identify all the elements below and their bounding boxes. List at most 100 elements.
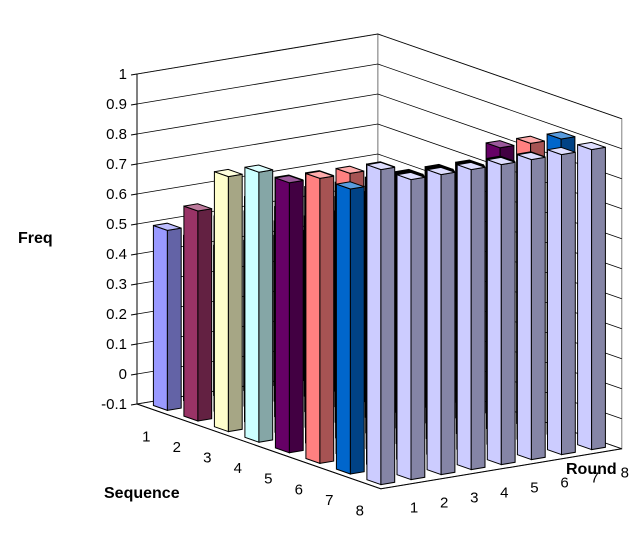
z-tick-label: 5	[530, 479, 538, 496]
gridline	[136, 63, 622, 150]
bar-front-face	[305, 172, 321, 465]
y-tick-label: 0.9	[106, 96, 127, 113]
x-tick-label: 5	[264, 471, 272, 488]
x-tick-label: 1	[142, 428, 150, 445]
z-tick-label: 3	[470, 489, 478, 506]
bar-top-face	[487, 156, 516, 166]
bar-top-face	[335, 165, 364, 174]
bars	[152, 131, 606, 486]
bar-front-face	[456, 163, 472, 471]
bar-side-face	[591, 146, 606, 451]
bar-front-face	[274, 177, 290, 454]
y-tick-mark	[130, 163, 138, 166]
x-axis-title: Sequence	[104, 485, 180, 502]
bar-top-face	[183, 203, 212, 212]
y-tick-mark	[130, 73, 138, 76]
bar-front-face	[516, 153, 532, 461]
y-tick-mark	[130, 283, 138, 286]
bar-top-face	[516, 135, 545, 144]
bar-seq8-round7	[547, 146, 576, 456]
bar-side-face	[258, 169, 274, 443]
bar-side-face	[470, 166, 486, 471]
x-tick-label: 8	[356, 503, 364, 520]
bar-seq5-round1	[274, 175, 304, 454]
z-axis-title: Round	[566, 461, 617, 478]
bar-top-face	[214, 168, 243, 178]
y-tick-label: 0.4	[106, 246, 127, 263]
y-tick-label: -0.1	[101, 396, 127, 413]
bar-front-face	[244, 166, 260, 443]
y-tick-mark	[130, 313, 138, 316]
bar-top-face	[577, 141, 606, 151]
bar-seq8-round5	[486, 156, 516, 466]
z-tick-label: 4	[500, 484, 508, 501]
bar-top-face	[366, 161, 395, 171]
gridline	[136, 33, 622, 120]
bar-side-face	[500, 161, 516, 466]
bar-front-face	[426, 168, 442, 476]
z-tick-label: 2	[440, 494, 448, 511]
y-tick-label: 0.2	[106, 306, 127, 323]
y-tick-label: 0.7	[106, 156, 127, 173]
bar-top-face	[396, 171, 425, 181]
x-tick-label: 6	[295, 481, 303, 498]
y-tick-label: 0.6	[106, 186, 127, 203]
bar-seq1-round1	[152, 222, 182, 412]
bar-side-face	[319, 175, 335, 464]
bar-top-face	[336, 181, 365, 190]
x-tick-label: 4	[234, 460, 242, 477]
bar-front-face	[396, 173, 412, 481]
bar-top-face	[153, 222, 182, 231]
x-tick-label: 7	[325, 492, 333, 509]
y-tick-mark	[130, 103, 138, 106]
bar-side-face	[440, 171, 456, 476]
y-tick-mark	[130, 193, 138, 196]
bar-top-face	[485, 140, 515, 149]
z-tick-label: 7	[590, 469, 598, 486]
bar-top-face	[244, 164, 273, 173]
bar-side-face	[288, 179, 304, 454]
bar-side-face	[227, 173, 243, 433]
bar-seq2-round1	[183, 203, 213, 422]
y-tick-label: 0.8	[106, 126, 127, 143]
y-axis-title: Freq	[18, 230, 53, 247]
bar-side-face	[349, 186, 365, 475]
bar-top-face	[426, 166, 456, 176]
y-tick-mark	[130, 133, 138, 136]
bar-seq4-round1	[244, 164, 274, 443]
bar-front-face	[213, 170, 229, 433]
y-tick-mark	[130, 403, 138, 406]
bar-front-face	[547, 148, 562, 456]
bar-seq3-round1	[213, 168, 243, 433]
bar-top-face	[457, 161, 486, 171]
bar-seq8-round1	[366, 161, 396, 486]
bar-top-face	[275, 175, 304, 184]
bar-front-face	[486, 158, 502, 466]
bar-side-face	[410, 176, 426, 481]
z-tick-label: 1	[410, 499, 418, 516]
bar-seq8-round6	[516, 151, 546, 461]
axes-text: -0.1 0 0.1 0.2 0.3 0.4 0.5 0.6 0.7 0.8 0.9 1 1 2 3 4 5 6 7…	[101, 66, 629, 520]
bar-top-face	[517, 151, 546, 161]
bar-front-face	[577, 143, 593, 451]
y-tick-label: 0	[119, 366, 127, 383]
bar-seq7-round1	[335, 181, 365, 475]
y-tick-label: 0.5	[106, 216, 127, 233]
bar-seq8-round8	[577, 141, 606, 451]
x-tick-label: 2	[173, 439, 181, 456]
y-tick-label: 0.1	[106, 336, 127, 353]
bar-front-face	[183, 205, 199, 422]
y-tick-label: 0.3	[106, 276, 127, 293]
bar-top-face	[547, 146, 576, 156]
y-tick-label: 1	[119, 66, 127, 83]
bar-seq8-round3	[426, 166, 456, 476]
floor-axes	[136, 403, 622, 490]
bar-top-face	[305, 170, 334, 179]
bar-side-face	[561, 151, 576, 456]
z-tick-label: 6	[560, 474, 568, 491]
y-tick-mark	[130, 223, 138, 226]
bar-seq8-round4	[456, 161, 486, 471]
y-tick-mark	[130, 343, 138, 346]
